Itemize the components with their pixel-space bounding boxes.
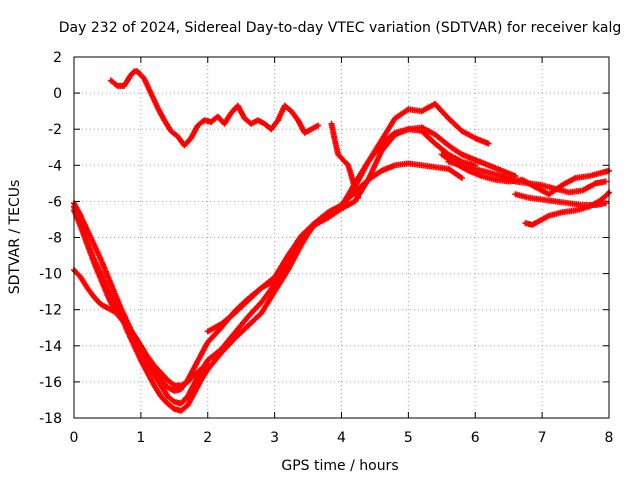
series-markers (438, 151, 612, 198)
y-tick-label: -18 (39, 411, 62, 427)
x-tick-label: 3 (270, 430, 279, 446)
y-tick-label: -14 (39, 339, 62, 355)
y-axis-label: SDTVAR / TECUs (7, 180, 23, 295)
y-tick-label: 0 (53, 86, 62, 102)
series-track-h (438, 151, 612, 198)
series-markers (204, 100, 492, 335)
series-track-e (204, 100, 492, 335)
series-track-upper-left (107, 68, 322, 149)
plot-frame (73, 56, 610, 419)
x-tick-label: 6 (471, 430, 480, 446)
x-axis-label: GPS time / hours (281, 458, 398, 474)
series-track-j (512, 191, 609, 208)
y-tick-label: -8 (48, 231, 62, 247)
axis-ticks: 0 1 2 3 4 5 6 7 8 -18 -16 -14 -12 -10 -8 -6 -4 -2 0 2 (39, 50, 613, 446)
y-tick-label: -2 (48, 122, 62, 138)
y-tick-label: 2 (53, 50, 62, 66)
y-tick-label: -6 (48, 194, 62, 210)
series-markers (107, 68, 322, 149)
series-markers (512, 191, 609, 208)
series-track-b (71, 126, 479, 407)
x-tick-label: 8 (605, 430, 614, 446)
x-tick-label: 5 (404, 430, 413, 446)
x-tick-label: 2 (203, 430, 212, 446)
y-tick-label: -12 (39, 303, 62, 319)
series-track-f (328, 120, 362, 201)
x-tick-label: 7 (538, 430, 547, 446)
y-tick-label: -10 (39, 267, 62, 283)
x-tick-label: 1 (136, 430, 145, 446)
y-tick-label: -16 (39, 375, 62, 391)
x-tick-label: 4 (337, 430, 346, 446)
chart-title: Day 232 of 2024, Sidereal Day-to-day VTE… (59, 20, 621, 36)
series-markers (328, 120, 362, 201)
series-markers (522, 189, 612, 228)
x-tick-label: 0 (70, 430, 79, 446)
series-track-i (522, 189, 612, 228)
grid (74, 57, 609, 418)
series-markers (71, 126, 479, 407)
y-tick-label: -4 (48, 158, 62, 174)
